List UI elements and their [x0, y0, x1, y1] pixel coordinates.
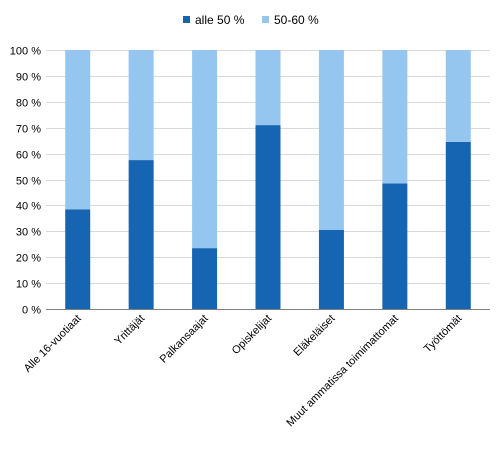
legend-label-series-2: 50-60 %: [274, 13, 319, 27]
y-tick-label: 60 %: [16, 150, 41, 162]
y-axis-tick-labels: 0 % 10 % 20 % 30 % 40 % 50 % 60 % 70 % 80 % 90 % 1…: [10, 46, 41, 317]
y-tick-label: 40 %: [16, 201, 41, 213]
x-category-label: Muut ammatissa toimimattomat: [284, 313, 401, 430]
x-category-label: Opiskelijat: [230, 313, 274, 357]
bar-series-1: [382, 183, 408, 309]
bar-series-2: [318, 50, 344, 231]
bar-series-1: [318, 230, 344, 309]
y-tick-label: 90 %: [16, 72, 41, 84]
y-tick-label: 0 %: [22, 305, 41, 317]
bar-series-1: [192, 248, 218, 309]
bar-series-2: [255, 50, 281, 126]
bar-series-2: [65, 50, 91, 210]
bars: [65, 50, 471, 309]
y-tick-label: 10 %: [16, 279, 41, 291]
legend: alle 50 % 50-60 %: [183, 13, 319, 27]
y-tick-label: 80 %: [16, 98, 41, 110]
y-tick-label: 20 %: [16, 253, 41, 265]
legend-swatch-series-2: [262, 16, 269, 23]
x-category-label: Alle 16-vuotiaat: [22, 313, 84, 375]
bar-series-2: [192, 50, 218, 249]
y-tick-label: 70 %: [16, 124, 41, 136]
bar-series-1: [445, 141, 471, 309]
bar-series-1: [65, 209, 91, 309]
bar-series-2: [445, 50, 471, 142]
bar-series-2: [128, 50, 154, 161]
x-category-label: Työttömät: [422, 313, 465, 356]
x-category-label: Yrittäjät: [112, 313, 147, 348]
x-category-label: Eläkeläiset: [291, 313, 337, 359]
x-axis-category-labels: Alle 16-vuotiaat Yrittäjät Palkansaajat Opi…: [22, 313, 465, 430]
bar-series-2: [382, 50, 408, 184]
y-tick-label: 30 %: [16, 227, 41, 239]
bar-series-1: [128, 160, 154, 309]
y-tick-label: 100 %: [10, 46, 41, 58]
legend-label-series-1: alle 50 %: [195, 13, 245, 27]
x-category-label: Palkansaajat: [158, 313, 211, 366]
bar-series-1: [255, 125, 281, 309]
legend-swatch-series-1: [183, 16, 190, 23]
y-tick-label: 50 %: [16, 176, 41, 188]
